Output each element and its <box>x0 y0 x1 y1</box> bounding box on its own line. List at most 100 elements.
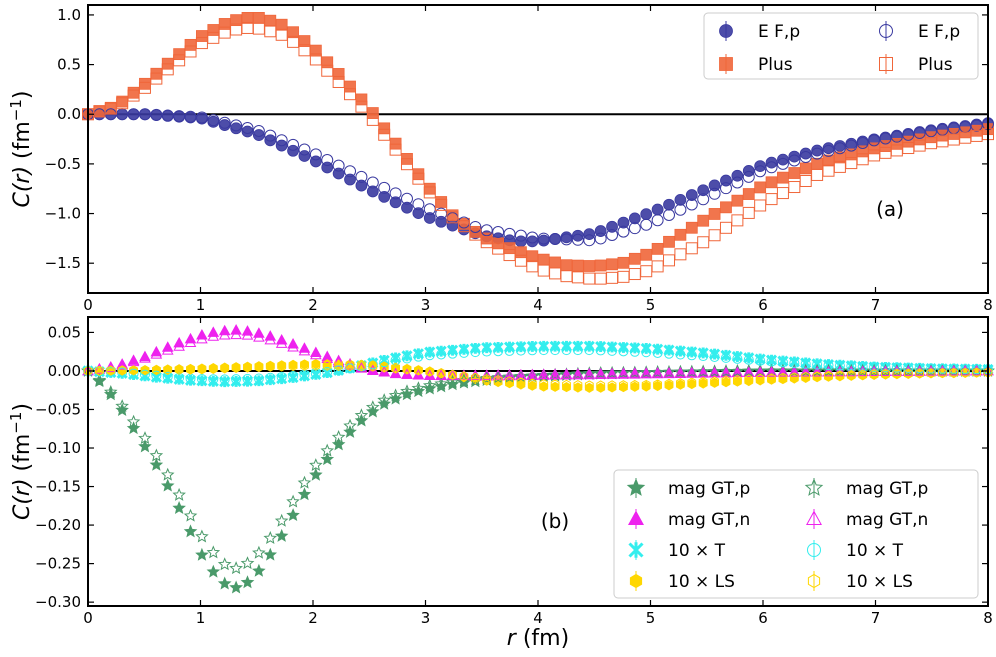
data-point <box>105 366 116 377</box>
data-point <box>412 348 424 360</box>
data-point <box>263 530 278 544</box>
data-point <box>606 341 618 353</box>
data-point <box>379 362 389 373</box>
data-point <box>286 508 300 522</box>
data-point <box>560 270 573 283</box>
x-tick-label: 8 <box>983 609 993 627</box>
data-point <box>754 165 767 178</box>
data-point <box>753 363 767 377</box>
data-point <box>152 364 161 376</box>
data-point <box>948 363 959 374</box>
data-point <box>423 186 436 199</box>
data-point <box>731 366 744 377</box>
data-point <box>811 144 824 157</box>
data-point <box>413 351 424 362</box>
data-point <box>493 375 503 386</box>
data-point <box>240 556 255 570</box>
legend-marker <box>879 57 893 71</box>
data-point <box>561 345 572 356</box>
data-point <box>641 347 652 358</box>
data-point <box>207 375 219 387</box>
data-point <box>264 134 277 147</box>
data-point <box>116 359 128 370</box>
data-point <box>241 122 254 135</box>
data-point <box>184 374 197 386</box>
data-point <box>447 348 458 359</box>
data-point <box>617 270 630 283</box>
data-point <box>389 143 402 156</box>
data-point <box>629 342 641 354</box>
data-point <box>378 366 390 377</box>
data-point <box>491 370 505 384</box>
data-point <box>457 220 470 233</box>
data-point <box>822 142 835 155</box>
data-point <box>697 366 709 378</box>
data-point <box>697 193 710 206</box>
data-point <box>903 368 913 379</box>
data-point <box>218 18 231 30</box>
data-point <box>345 363 356 374</box>
data-point <box>423 182 436 195</box>
data-point <box>731 194 744 207</box>
data-point <box>606 258 618 271</box>
data-point <box>252 563 266 577</box>
legend-marker <box>719 57 733 71</box>
data-point <box>218 328 231 340</box>
data-point <box>379 357 390 368</box>
data-point <box>161 344 174 355</box>
data-point <box>287 340 299 352</box>
legend-label: mag GT,n <box>846 510 928 530</box>
data-point <box>617 367 630 378</box>
data-point <box>845 148 858 161</box>
data-point <box>914 363 925 374</box>
data-point <box>208 363 218 374</box>
data-point <box>606 220 618 233</box>
data-point <box>708 208 721 220</box>
data-point <box>571 271 584 284</box>
data-point <box>879 132 892 145</box>
data-point <box>573 380 583 391</box>
data-point <box>869 369 879 380</box>
data-point <box>184 336 197 347</box>
data-point <box>263 547 278 561</box>
data-point <box>344 173 356 186</box>
data-point <box>184 38 197 51</box>
data-point <box>469 225 482 238</box>
data-point <box>960 364 971 375</box>
data-point <box>799 174 812 187</box>
data-point <box>824 370 833 382</box>
data-point <box>400 158 413 171</box>
data-point <box>138 431 152 445</box>
x-tick-label: 3 <box>421 609 431 627</box>
data-point <box>628 212 641 225</box>
data-point <box>195 529 209 543</box>
data-point <box>948 364 960 376</box>
data-point <box>345 361 355 372</box>
data-point <box>765 161 778 174</box>
data-point <box>767 373 776 384</box>
data-point <box>493 346 504 357</box>
data-point <box>709 348 721 360</box>
y-tick-label: −0.15 <box>35 478 81 496</box>
data-point <box>414 365 423 376</box>
data-point <box>686 346 698 358</box>
data-point <box>459 371 469 382</box>
data-point <box>926 363 937 374</box>
data-point <box>606 271 619 284</box>
y-axis-label-unit: (fm <box>10 121 35 166</box>
y-axis-label-unit: (fm <box>10 434 35 479</box>
data-point <box>742 206 755 219</box>
data-point <box>731 351 743 363</box>
data-point <box>115 399 129 412</box>
data-point <box>321 56 334 69</box>
data-point <box>527 380 537 391</box>
data-point <box>458 343 470 355</box>
data-point <box>470 347 481 358</box>
data-point <box>206 564 221 578</box>
data-point <box>755 373 765 384</box>
data-point <box>755 355 766 366</box>
data-point <box>196 332 208 344</box>
data-point <box>230 122 243 135</box>
data-point <box>436 349 447 360</box>
data-point <box>195 547 209 561</box>
